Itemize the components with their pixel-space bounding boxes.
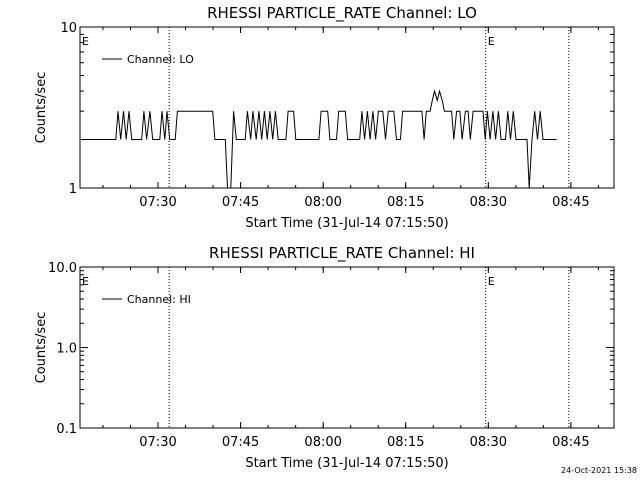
legend-label: Channel: HI <box>127 293 191 306</box>
plot-frame <box>79 266 615 429</box>
footer-timestamp: 24-Oct-2021 15:38 <box>561 466 637 475</box>
x-tick-label: 08:45 <box>552 435 589 450</box>
event-marker-1: E <box>82 35 89 48</box>
event-marker-2: E <box>488 35 495 48</box>
event-marker-2: E <box>488 275 495 288</box>
y-tick-label: 0.1 <box>56 422 77 437</box>
y-tick-label: 1 <box>69 182 77 197</box>
y-axis-label: Counts/sec <box>34 312 49 384</box>
y-tick-label: 10 <box>60 21 77 36</box>
event-marker-1: E <box>82 275 89 288</box>
series-line-1 <box>80 89 557 189</box>
x-tick-label: 08:30 <box>470 195 507 210</box>
x-tick-label: 07:45 <box>222 195 259 210</box>
chart-panel-1: RHESSI PARTICLE_RATE Channel: LO E E 07:30 0… <box>34 4 615 231</box>
y-tick-label: 1.0 <box>56 342 77 357</box>
plot-frame <box>79 26 615 189</box>
x-tick-label: 07:45 <box>222 435 259 450</box>
x-axis-label: Start Time (31-Jul-14 07:15:50) <box>245 456 448 471</box>
chart-panel-2: RHESSI PARTICLE_RATE Channel: HI E E 07:30 0… <box>34 244 615 471</box>
x-axis-label: Start Time (31-Jul-14 07:15:50) <box>245 216 448 231</box>
legend-label: Channel: LO <box>127 53 194 66</box>
x-tick-label: 08:45 <box>552 195 589 210</box>
chart-title: RHESSI PARTICLE_RATE Channel: LO <box>207 4 477 23</box>
x-tick-label: 08:00 <box>304 195 341 210</box>
x-tick-label: 07:30 <box>139 195 176 210</box>
chart-title: RHESSI PARTICLE_RATE Channel: HI <box>209 244 475 263</box>
y-tick-label: 10.0 <box>48 261 77 276</box>
x-tick-label: 08:00 <box>304 435 341 450</box>
x-tick-label: 08:15 <box>387 435 424 450</box>
x-tick-label: 08:15 <box>387 195 424 210</box>
y-axis-label: Counts/sec <box>34 72 49 144</box>
x-tick-label: 07:30 <box>139 435 176 450</box>
x-tick-label: 08:30 <box>470 435 507 450</box>
